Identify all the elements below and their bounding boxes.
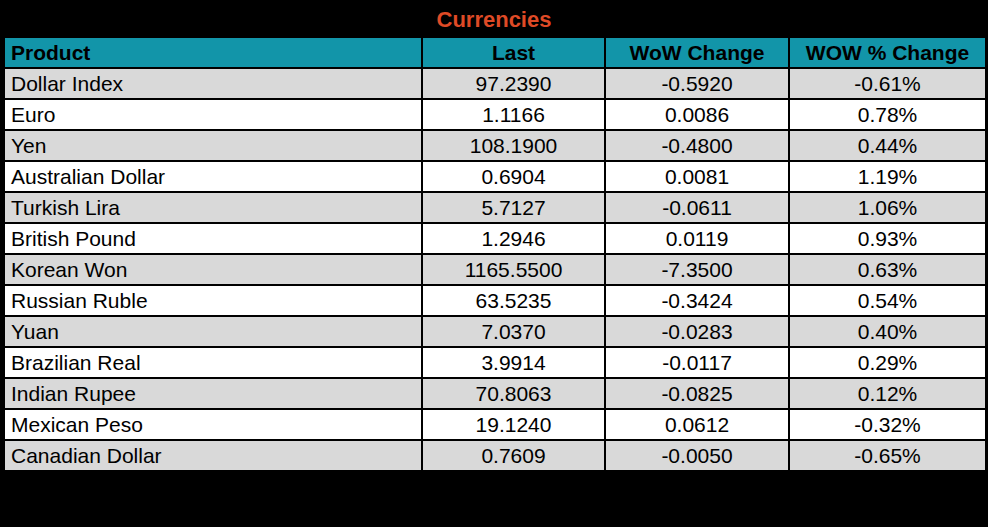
last-cell: 7.0370 xyxy=(422,316,605,347)
table-row: Yuan 7.0370 -0.0283 0.40% xyxy=(4,316,986,347)
table-title-bar: Currencies xyxy=(3,3,985,36)
product-cell: Korean Won xyxy=(4,254,422,285)
wow-pct-change-cell: 0.63% xyxy=(789,254,986,285)
wow-change-cell: -0.5920 xyxy=(605,68,789,99)
product-cell: Indian Rupee xyxy=(4,378,422,409)
product-cell: Australian Dollar xyxy=(4,161,422,192)
wow-change-cell: -0.4800 xyxy=(605,130,789,161)
wow-pct-change-cell: 0.12% xyxy=(789,378,986,409)
currencies-table: Product Last WoW Change WOW % Change Dol… xyxy=(3,36,987,472)
wow-change-cell: -0.0611 xyxy=(605,192,789,223)
table-row: British Pound 1.2946 0.0119 0.93% xyxy=(4,223,986,254)
product-cell: Turkish Lira xyxy=(4,192,422,223)
last-cell: 97.2390 xyxy=(422,68,605,99)
table-row: Mexican Peso 19.1240 0.0612 -0.32% xyxy=(4,409,986,440)
last-cell: 19.1240 xyxy=(422,409,605,440)
last-cell: 0.6904 xyxy=(422,161,605,192)
header-wow-change: WoW Change xyxy=(605,37,789,68)
product-cell: British Pound xyxy=(4,223,422,254)
wow-pct-change-cell: 0.44% xyxy=(789,130,986,161)
product-cell: Euro xyxy=(4,99,422,130)
wow-pct-change-cell: 0.78% xyxy=(789,99,986,130)
product-cell: Russian Ruble xyxy=(4,285,422,316)
wow-pct-change-cell: -0.61% xyxy=(789,68,986,99)
wow-change-cell: -0.0050 xyxy=(605,440,789,471)
wow-pct-change-cell: 1.06% xyxy=(789,192,986,223)
table-row: Brazilian Real 3.9914 -0.0117 0.29% xyxy=(4,347,986,378)
currencies-table-panel: Currencies Product Last WoW Change WOW %… xyxy=(0,0,988,527)
last-cell: 63.5235 xyxy=(422,285,605,316)
wow-change-cell: -7.3500 xyxy=(605,254,789,285)
last-cell: 0.7609 xyxy=(422,440,605,471)
wow-change-cell: -0.0283 xyxy=(605,316,789,347)
product-cell: Canadian Dollar xyxy=(4,440,422,471)
wow-change-cell: 0.0081 xyxy=(605,161,789,192)
table-row: Turkish Lira 5.7127 -0.0611 1.06% xyxy=(4,192,986,223)
wow-change-cell: -0.0825 xyxy=(605,378,789,409)
last-cell: 3.9914 xyxy=(422,347,605,378)
wow-change-cell: 0.0119 xyxy=(605,223,789,254)
wow-pct-change-cell: -0.32% xyxy=(789,409,986,440)
table-row: Dollar Index 97.2390 -0.5920 -0.61% xyxy=(4,68,986,99)
wow-change-cell: 0.0612 xyxy=(605,409,789,440)
wow-pct-change-cell: 0.40% xyxy=(789,316,986,347)
last-cell: 108.1900 xyxy=(422,130,605,161)
wow-pct-change-cell: 0.93% xyxy=(789,223,986,254)
header-product: Product xyxy=(4,37,422,68)
product-cell: Dollar Index xyxy=(4,68,422,99)
wow-pct-change-cell: -0.65% xyxy=(789,440,986,471)
wow-change-cell: 0.0086 xyxy=(605,99,789,130)
header-wow-pct-change: WOW % Change xyxy=(789,37,986,68)
product-cell: Brazilian Real xyxy=(4,347,422,378)
last-cell: 1.2946 xyxy=(422,223,605,254)
product-cell: Yuan xyxy=(4,316,422,347)
product-cell: Mexican Peso xyxy=(4,409,422,440)
table-row: Indian Rupee 70.8063 -0.0825 0.12% xyxy=(4,378,986,409)
table-row: Canadian Dollar 0.7609 -0.0050 -0.65% xyxy=(4,440,986,471)
table-row: Korean Won 1165.5500 -7.3500 0.63% xyxy=(4,254,986,285)
wow-change-cell: -0.3424 xyxy=(605,285,789,316)
table-title: Currencies xyxy=(437,7,552,33)
last-cell: 70.8063 xyxy=(422,378,605,409)
last-cell: 5.7127 xyxy=(422,192,605,223)
wow-pct-change-cell: 1.19% xyxy=(789,161,986,192)
table-row: Euro 1.1166 0.0086 0.78% xyxy=(4,99,986,130)
product-cell: Yen xyxy=(4,130,422,161)
last-cell: 1.1166 xyxy=(422,99,605,130)
last-cell: 1165.5500 xyxy=(422,254,605,285)
wow-pct-change-cell: 0.54% xyxy=(789,285,986,316)
table-row: Russian Ruble 63.5235 -0.3424 0.54% xyxy=(4,285,986,316)
wow-pct-change-cell: 0.29% xyxy=(789,347,986,378)
table-row: Australian Dollar 0.6904 0.0081 1.19% xyxy=(4,161,986,192)
wow-change-cell: -0.0117 xyxy=(605,347,789,378)
table-row: Yen 108.1900 -0.4800 0.44% xyxy=(4,130,986,161)
table-header-row: Product Last WoW Change WOW % Change xyxy=(4,37,986,68)
header-last: Last xyxy=(422,37,605,68)
